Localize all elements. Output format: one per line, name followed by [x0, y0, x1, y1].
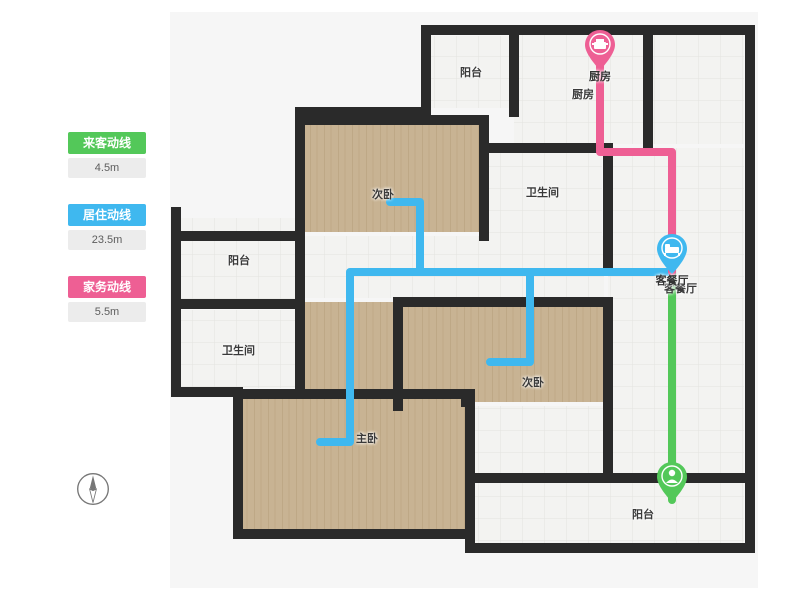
- entry-pin: [657, 462, 687, 502]
- room-tile-ne: [648, 30, 744, 144]
- room-bed2-s: [402, 302, 604, 402]
- room-bed2-n: [304, 124, 480, 232]
- legend-item-guest: 来客动线 4.5m: [68, 132, 146, 178]
- kitchen-pin: 厨房: [585, 30, 615, 70]
- room-balcony-s: [470, 478, 744, 544]
- legend-value: 23.5m: [68, 230, 146, 250]
- legend-value: 5.5m: [68, 302, 146, 322]
- kitchen-pin-caption: 厨房: [589, 68, 611, 84]
- living-pin: 客餐厅: [657, 234, 687, 274]
- room-balcony-w: [180, 218, 298, 300]
- legend-item-living: 居住动线 23.5m: [68, 204, 146, 250]
- legend-item-housework: 家务动线 5.5m: [68, 276, 146, 322]
- legend-title: 居住动线: [68, 204, 146, 226]
- legend: 来客动线 4.5m 居住动线 23.5m 家务动线 5.5m: [68, 132, 146, 348]
- compass-icon: [76, 472, 110, 506]
- room-kitchen: [514, 30, 644, 144]
- wall-0: [300, 30, 426, 120]
- legend-title: 家务动线: [68, 276, 146, 298]
- legend-title: 来客动线: [68, 132, 146, 154]
- living-pin-caption: 客餐厅: [656, 272, 689, 288]
- room-balcony-nw: [430, 36, 510, 108]
- floor-plan: 阳台厨房次卧卫生间客餐厅阳台卫生间次卧主卧阳台 厨房客餐厅: [170, 12, 758, 588]
- room-bath-w: [180, 310, 298, 388]
- room-gap-s: [470, 406, 604, 474]
- legend-value: 4.5m: [68, 158, 146, 178]
